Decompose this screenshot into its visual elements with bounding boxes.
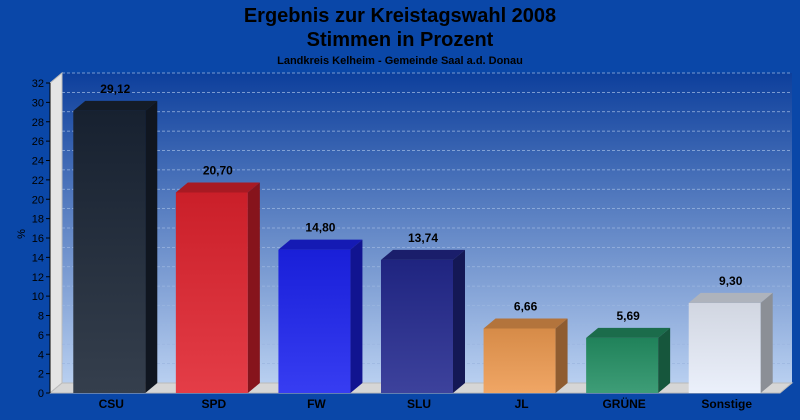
category-label: SLU [407,397,431,411]
bar-value-label: 29,12 [100,82,130,96]
y-tick-label: 18 [32,214,44,226]
bar-value-label: 13,74 [408,231,438,245]
bar-side [760,292,773,393]
chart-titles: Ergebnis zur Kreistagswahl 2008 Stimmen … [0,0,800,69]
bar-value-label: 20,70 [203,163,233,177]
y-tick-label: 20 [32,194,44,206]
bar-side [555,318,568,393]
category-label: GRÜNE [602,396,645,411]
y-tick-label: 4 [38,349,44,361]
bar-top [278,239,363,250]
y-tick-label: 12 [32,272,44,284]
category-label: JL [515,397,529,411]
bar-top [688,292,773,303]
y-tick-label: 22 [32,175,44,187]
bar-front [278,249,351,393]
chart-subtitle: Landkreis Kelheim - Gemeinde Saal a.d. D… [277,55,523,67]
bars: 29,12 20,70 14,80 13,74 6,66 5,69 9,30 [73,82,773,394]
y-tick-label: 14 [32,252,44,264]
bar-top [175,182,260,193]
bar-front [73,110,146,394]
bar-value-label: 5,69 [616,309,640,323]
bar-side [247,182,260,393]
y-tick-label: 10 [32,291,44,303]
y-tick-label: 2 [38,369,44,381]
y-tick-label: 0 [38,388,44,400]
y-tick-label: 28 [32,117,44,129]
bar-top [586,327,671,338]
y-tick-label: 24 [32,156,44,168]
category-label: SPD [202,397,227,411]
bar-value-label: 6,66 [514,299,538,313]
bar-side [350,239,363,393]
bar-front [586,337,659,393]
category-label: Sonstige [701,397,752,411]
left-wall [49,71,63,395]
bar-side [145,100,158,394]
bar-spd: 20,70 [175,163,260,393]
bar-jl: 6,66 [483,299,568,393]
y-tick-label: 32 [32,78,44,90]
bar-top [381,249,465,260]
chart-title-line2: Stimmen in Prozent [306,29,494,51]
y-tick-label: 16 [32,233,44,245]
y-tick-label: 6 [38,330,44,342]
y-tick-label: 26 [32,136,44,148]
bar-csu: 29,12 [73,82,158,394]
y-tick-label: 8 [38,311,44,323]
category-label: CSU [99,397,124,411]
bar-fw: 14,80 [278,221,363,393]
bar-sonstige: 9,30 [688,274,773,393]
bar-value-label: 9,30 [719,274,743,288]
bar-front [483,328,556,393]
bar-side [658,327,671,393]
bar-value-label: 14,80 [305,221,335,235]
chart-title-line1: Ergebnis zur Kreistagswahl 2008 [243,5,557,27]
bar-grüne: 5,69 [586,309,671,393]
bar-top [483,318,568,329]
bar-slu: 13,74 [381,231,465,393]
bar-top [73,100,158,111]
y-tick-label: 30 [32,97,44,109]
category-labels: CSU SPD FW SLU JL GRÜNE Sonstige [99,396,753,411]
y-axis-label: % [16,229,28,239]
bar-front [688,302,761,393]
bar-front [175,192,248,393]
bar-side [453,249,465,393]
category-label: FW [307,397,326,411]
bar-front [381,259,453,393]
